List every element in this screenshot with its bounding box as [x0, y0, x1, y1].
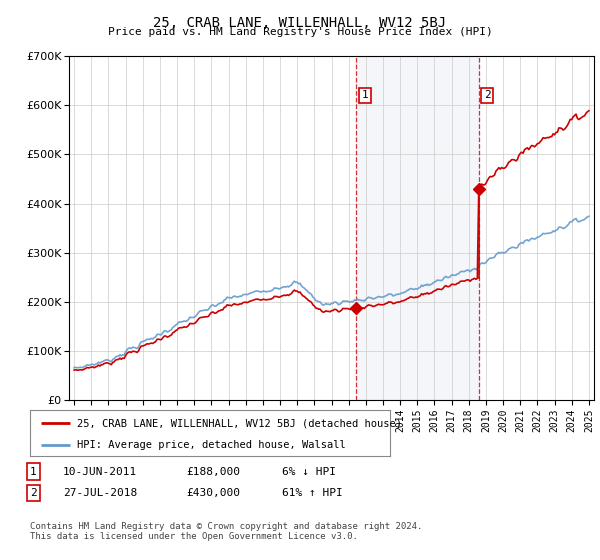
Text: Price paid vs. HM Land Registry's House Price Index (HPI): Price paid vs. HM Land Registry's House …	[107, 27, 493, 37]
Text: Contains HM Land Registry data © Crown copyright and database right 2024.
This d: Contains HM Land Registry data © Crown c…	[30, 522, 422, 542]
Bar	[356, 56, 479, 400]
Text: HPI: Average price, detached house, Walsall: HPI: Average price, detached house, Wals…	[77, 440, 346, 450]
Text: 2: 2	[30, 488, 37, 498]
Text: 2: 2	[484, 90, 490, 100]
Text: £188,000: £188,000	[186, 466, 240, 477]
Text: 6% ↓ HPI: 6% ↓ HPI	[282, 466, 336, 477]
Text: 1: 1	[30, 466, 37, 477]
Text: 10-JUN-2011: 10-JUN-2011	[63, 466, 137, 477]
Text: 27-JUL-2018: 27-JUL-2018	[63, 488, 137, 498]
Text: 61% ↑ HPI: 61% ↑ HPI	[282, 488, 343, 498]
Text: 25, CRAB LANE, WILLENHALL, WV12 5BJ: 25, CRAB LANE, WILLENHALL, WV12 5BJ	[154, 16, 446, 30]
Text: 25, CRAB LANE, WILLENHALL, WV12 5BJ (detached house): 25, CRAB LANE, WILLENHALL, WV12 5BJ (det…	[77, 418, 402, 428]
Text: 1: 1	[361, 90, 368, 100]
Text: £430,000: £430,000	[186, 488, 240, 498]
